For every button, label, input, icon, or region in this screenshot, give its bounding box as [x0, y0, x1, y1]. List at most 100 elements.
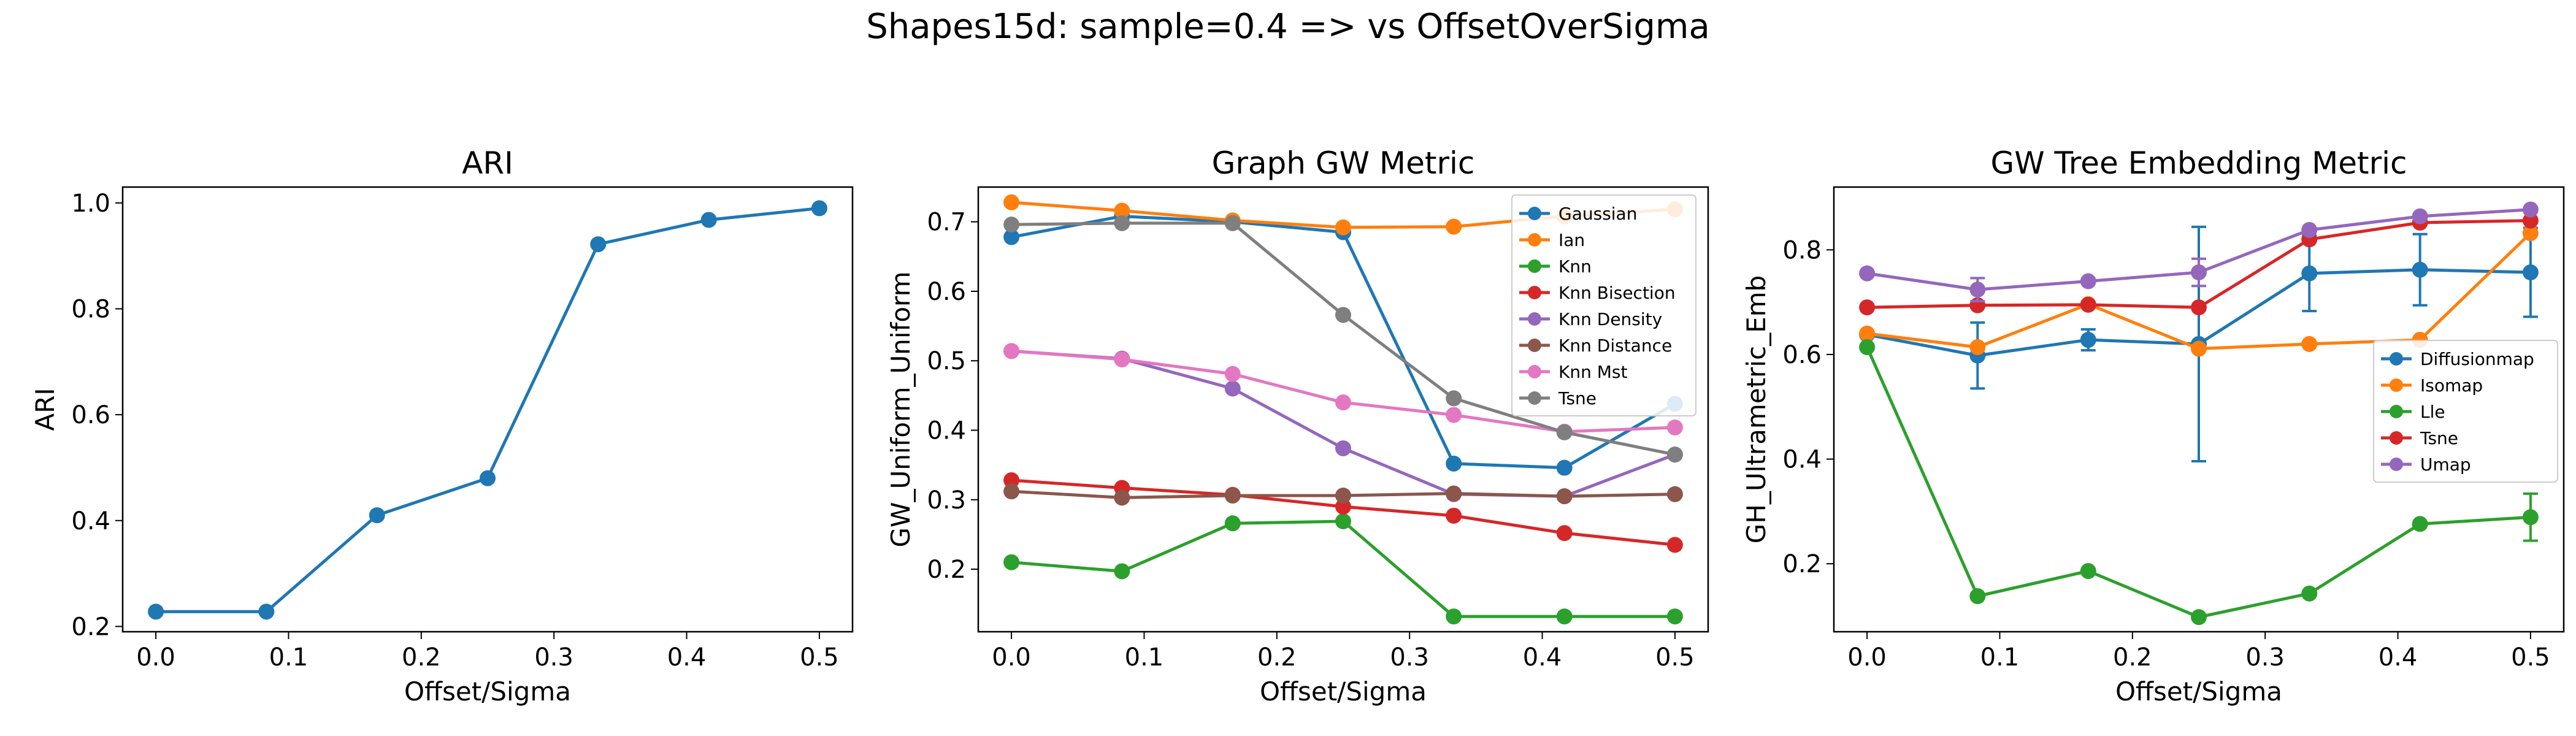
- data-point: [1114, 202, 1130, 219]
- data-point: [2522, 509, 2539, 526]
- data-point: [1666, 486, 1683, 502]
- data-point: [2412, 261, 2428, 278]
- data-point: [1556, 608, 1573, 625]
- series-knn-distance: [1003, 483, 1683, 506]
- data-point: [2522, 212, 2539, 229]
- y-tick-label: 0.4: [1782, 446, 1822, 474]
- chart-panel-1: ARI 0.0 0.1 0.2 0.3 0.4 0.5 0.2 0.4 0.6 0.8 1.0 Offs…: [30, 145, 854, 707]
- data-point: [148, 604, 164, 620]
- data-point: [1003, 217, 1020, 233]
- legend-label: Umap: [2420, 454, 2471, 475]
- data-point: [2412, 208, 2428, 224]
- data-point: [258, 604, 275, 620]
- x-tick-label: 0.0: [992, 643, 1031, 672]
- data-point: [1859, 299, 1876, 316]
- series-umap: [1859, 201, 2539, 302]
- legend-label: Lle: [2420, 402, 2445, 422]
- data-point: [1556, 525, 1573, 542]
- x-tick-label: 0.3: [534, 643, 573, 672]
- data-point: [2301, 221, 2318, 238]
- y-tick-label: 1.0: [71, 190, 110, 218]
- data-point: [1556, 488, 1573, 505]
- data-point: [1114, 489, 1130, 506]
- y-tick-label: 0.6: [71, 401, 110, 429]
- legend-label: Knn Density: [1558, 309, 1662, 329]
- data-point: [1335, 440, 1351, 456]
- data-point: [1969, 588, 1986, 604]
- y-tick-label: 0.6: [927, 278, 966, 306]
- data-point: [2191, 264, 2207, 281]
- data-point: [2412, 516, 2428, 532]
- y-tick-label: 0.4: [927, 416, 966, 445]
- legend-label: Ian: [1558, 230, 1585, 250]
- data-point: [1556, 459, 1573, 476]
- x-tick-label: 0.2: [402, 643, 441, 672]
- data-point: [1666, 608, 1683, 625]
- data-point: [1003, 472, 1020, 489]
- x-tick-label: 0.4: [1523, 643, 1562, 672]
- data-point: [1969, 282, 1986, 298]
- y-tick-label: 0.4: [71, 507, 110, 535]
- x-tick-label: 0.3: [1390, 643, 1429, 672]
- panel-title: Graph GW Metric: [1212, 145, 1475, 181]
- data-point: [1446, 507, 1462, 524]
- series-knn-bisection: [1003, 472, 1683, 553]
- legend-swatch-marker: [2390, 405, 2403, 418]
- data-point: [1859, 325, 1876, 342]
- data-point: [1666, 419, 1683, 435]
- data-point: [1224, 380, 1241, 397]
- data-point: [1859, 265, 1876, 282]
- data-point: [1224, 515, 1241, 532]
- data-point: [1224, 366, 1241, 382]
- legend-label: Diffusionmap: [2420, 349, 2534, 369]
- series-line: [148, 200, 827, 620]
- data-point: [1335, 513, 1351, 529]
- x-tick-label: 0.0: [136, 643, 175, 672]
- data-point: [1859, 339, 1876, 355]
- data-point: [1003, 229, 1020, 245]
- y-tick-label: 0.2: [927, 556, 966, 584]
- legend-label: Tsne: [1558, 388, 1597, 408]
- data-point: [369, 507, 385, 524]
- data-point: [2301, 335, 2318, 352]
- legend-label: Tsne: [2420, 428, 2458, 448]
- data-point: [1446, 390, 1462, 407]
- y-tick-label: 0.8: [71, 296, 110, 324]
- data-point: [2191, 299, 2207, 316]
- chart-panel-2: Graph GW Metric 0.0 0.1 0.2 0.3 0.4 0.5 0.2 0.3 0…: [886, 145, 1709, 707]
- legend-swatch-marker: [2390, 352, 2403, 366]
- legend-box: [1511, 194, 1696, 416]
- legend-swatch-marker: [1528, 312, 1541, 326]
- x-tick-label: 0.4: [667, 643, 707, 672]
- legend-swatch-marker: [1528, 391, 1541, 405]
- data-point: [1446, 407, 1462, 423]
- legend-label: Knn: [1558, 256, 1592, 277]
- y-axis-label: GH_Ultrametric_Emb: [1741, 275, 1771, 543]
- axes-frame: [1833, 186, 2565, 633]
- series-knn: [1003, 513, 1683, 625]
- legend-swatch-marker: [1528, 207, 1541, 220]
- x-tick-label: 0.5: [800, 643, 839, 672]
- axes-frame: [977, 186, 1709, 633]
- y-tick-label: 0.8: [1782, 236, 1822, 264]
- x-tick-label: 0.2: [1257, 643, 1297, 672]
- data-point: [1224, 215, 1241, 231]
- data-point: [2080, 332, 2096, 348]
- data-point: [480, 470, 496, 486]
- data-point: [2522, 201, 2539, 218]
- data-point: [2080, 563, 2096, 580]
- data-point: [1666, 537, 1683, 553]
- data-point: [2191, 340, 2207, 357]
- y-tick-label: 0.2: [1782, 550, 1822, 578]
- x-axis-label: Offset/Sigma: [1260, 677, 1427, 707]
- data-point: [1556, 424, 1573, 440]
- data-point: [1969, 339, 1986, 355]
- data-point: [2522, 264, 2539, 281]
- data-point: [1114, 215, 1130, 231]
- data-point: [1003, 343, 1020, 359]
- panel-title: GW Tree Embedding Metric: [1990, 145, 2407, 181]
- data-point: [1335, 499, 1351, 515]
- y-tick-label: 0.5: [927, 347, 966, 375]
- x-tick-label: 0.0: [1847, 643, 1887, 672]
